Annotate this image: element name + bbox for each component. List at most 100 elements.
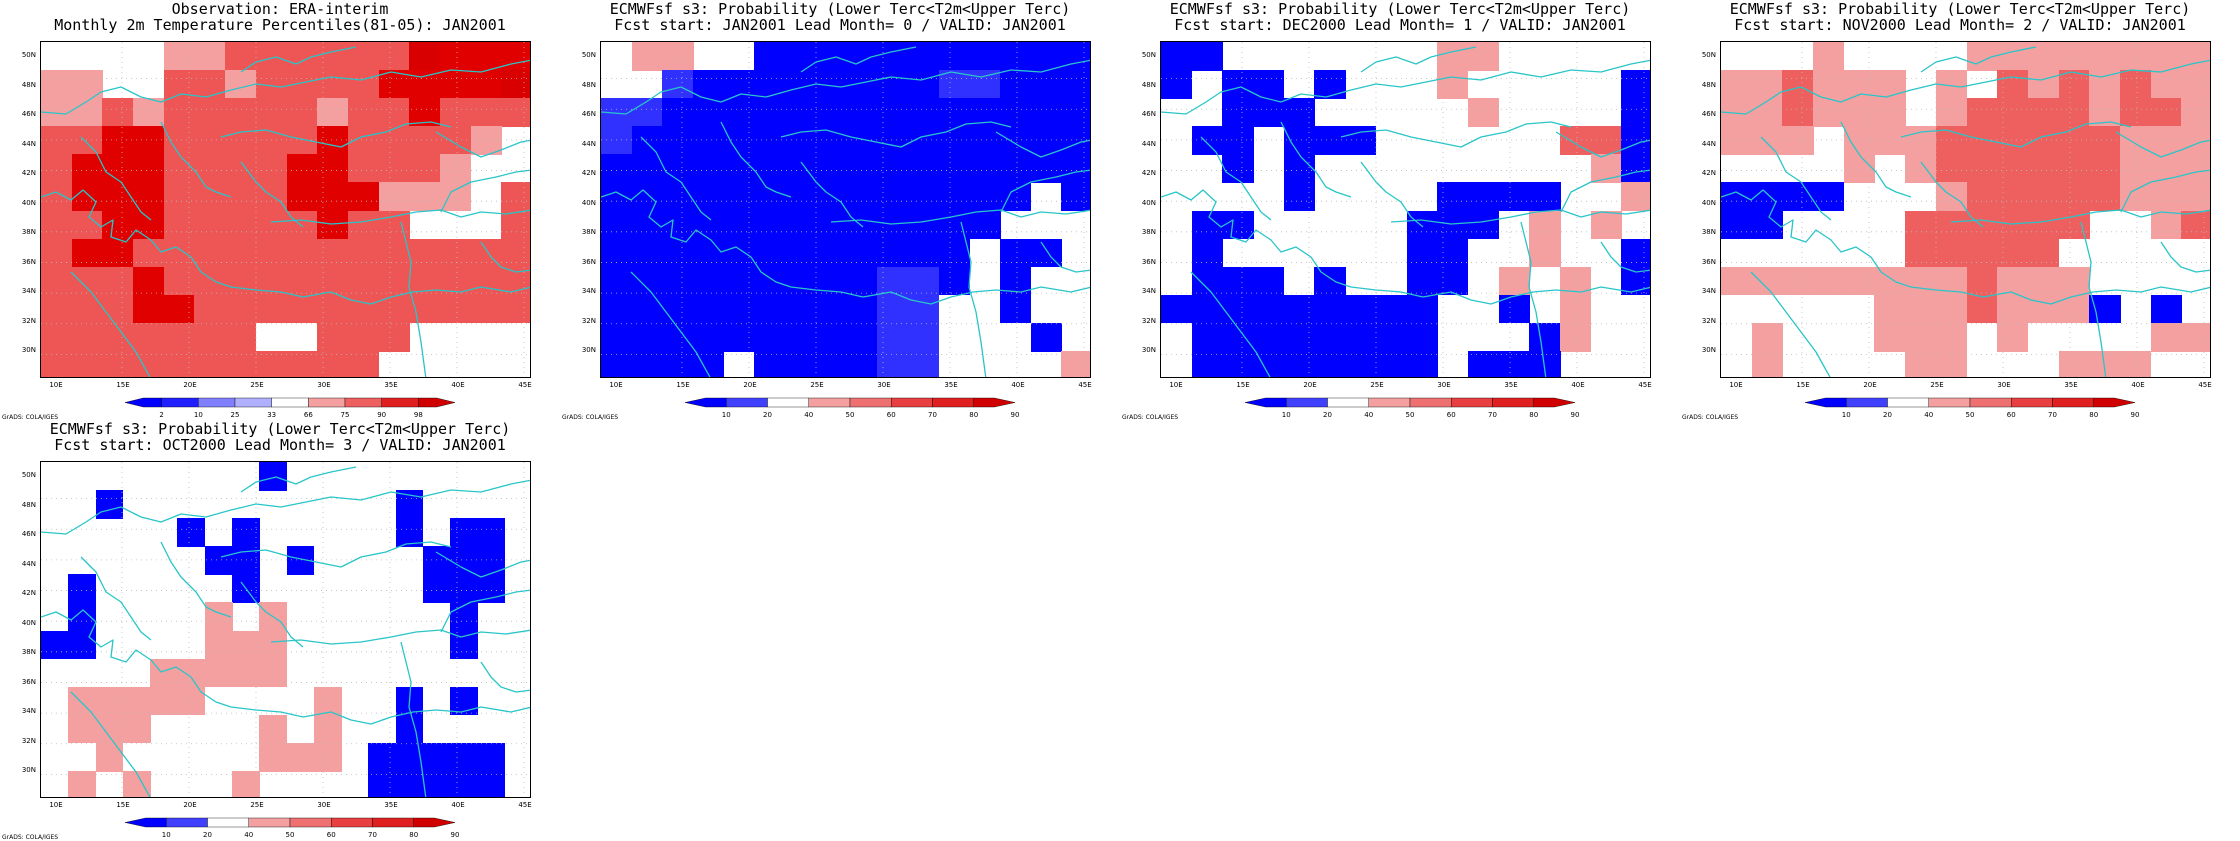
grid-cell	[723, 98, 756, 127]
coastlines	[41, 466, 530, 797]
coastline	[1190, 271, 1271, 377]
grid-cell	[317, 126, 349, 155]
grid-cell	[754, 294, 786, 324]
colorbar-swatch	[684, 397, 727, 408]
coastline	[1000, 169, 1090, 213]
grid-cell	[409, 182, 441, 212]
grid-cell	[1935, 294, 1968, 324]
grid-cell	[662, 210, 694, 240]
grid-cell	[1935, 210, 1968, 240]
grid-cell	[1222, 98, 1254, 127]
lat-tick-label: 48N	[581, 80, 596, 89]
coastline	[1721, 189, 2210, 305]
colorbar-tick-label: 60	[326, 831, 336, 839]
colorbar-tick-label: 80	[969, 411, 979, 419]
lon-tick-label: 25E	[1930, 381, 1944, 389]
lon-tick-label: 10E	[49, 801, 63, 809]
lon-tick-label: 35E	[384, 801, 398, 809]
grid-cell	[1935, 98, 1968, 127]
grid-cell	[470, 98, 502, 127]
grid-cell	[163, 294, 196, 324]
lon-tick-label: 35E	[2064, 381, 2078, 389]
grid-cell	[662, 126, 694, 155]
grid-cell	[2119, 70, 2152, 99]
grid-cell	[133, 322, 165, 352]
grid-cell	[225, 70, 257, 99]
colorbar-tick-label: 60	[886, 411, 896, 419]
grid-cell	[450, 742, 479, 772]
grid-cell	[1874, 126, 1906, 155]
grid-cell	[347, 42, 380, 71]
grid-cell	[259, 630, 288, 660]
grid-cell	[877, 210, 909, 240]
grid-cell	[1161, 70, 1193, 99]
grid-cell	[1751, 98, 1783, 127]
colorbar-swatch	[418, 397, 456, 408]
grid-cell	[2089, 182, 2121, 212]
lon-tick-label: 35E	[384, 381, 398, 389]
grid-cell	[631, 42, 663, 71]
grid-cell	[1874, 322, 1906, 352]
grid-cell	[693, 126, 725, 155]
grid-cell	[150, 686, 178, 716]
lon-tick-label: 30E	[1997, 381, 2011, 389]
grid-cell	[71, 294, 103, 324]
grid-cell	[2181, 70, 2210, 99]
grid-cell	[255, 210, 288, 240]
grid-cell	[2089, 154, 2121, 183]
grid-cell	[68, 714, 97, 744]
lon-tick-label: 35E	[1504, 381, 1518, 389]
grid-cell	[907, 182, 940, 212]
grid-cell	[754, 182, 786, 212]
grid-cell	[1467, 350, 1500, 377]
graticule	[41, 462, 530, 797]
grid-cell	[422, 742, 451, 772]
grid-cell	[846, 294, 878, 324]
grid-cell	[907, 70, 940, 99]
coastline	[1340, 121, 1572, 148]
grid-cell	[2150, 98, 2182, 127]
grid-cell	[1621, 182, 1650, 212]
grid-cell	[133, 182, 165, 212]
grid-cell	[395, 714, 424, 744]
grid-cell	[286, 154, 318, 183]
coastline	[1600, 241, 1650, 273]
grid-cell	[422, 546, 451, 575]
grid-cell	[470, 294, 502, 324]
grid-cell	[1721, 70, 1753, 99]
grid-cell	[969, 126, 1001, 155]
grid-cell	[409, 294, 441, 324]
colorbar-swatch	[1409, 397, 1452, 408]
colorbar-swatch	[891, 397, 933, 408]
grid-cell	[815, 210, 848, 240]
grid-cell	[231, 770, 260, 797]
grid-cell	[723, 182, 756, 212]
lat-tick-label: 38N	[21, 648, 36, 656]
grid-cell	[1813, 98, 1845, 127]
grid-cell	[317, 154, 349, 183]
grid-cell	[255, 42, 288, 71]
colorbar-tick-label: 50	[845, 411, 855, 419]
grid-cell	[877, 154, 909, 183]
grid-cell	[194, 210, 226, 240]
grid-cell	[1283, 350, 1316, 377]
lat-tick-label: 42N	[581, 169, 596, 177]
panel-title-line1: ECMWFsf s3: Probability (Lower Terc<T2m<…	[609, 0, 1071, 18]
grid-cell	[631, 266, 663, 296]
colorbar-tick-label: 25	[230, 411, 240, 419]
colorbar-swatch	[344, 397, 382, 408]
grid-cell	[1314, 322, 1346, 352]
grid-cell	[71, 350, 103, 377]
colorbar-swatch	[271, 397, 309, 408]
grid-cell	[999, 42, 1032, 71]
grid-cell	[999, 98, 1032, 127]
graticule	[41, 42, 530, 377]
grid-cell	[347, 210, 380, 240]
colorbar-tick-label: 90	[450, 831, 460, 839]
grid-cell	[41, 630, 69, 660]
grid-cell	[723, 322, 756, 352]
grid-cell	[368, 770, 397, 797]
grid-cell	[71, 98, 103, 127]
lat-tick-label: 32N	[1141, 316, 1156, 325]
coastline	[480, 241, 530, 273]
